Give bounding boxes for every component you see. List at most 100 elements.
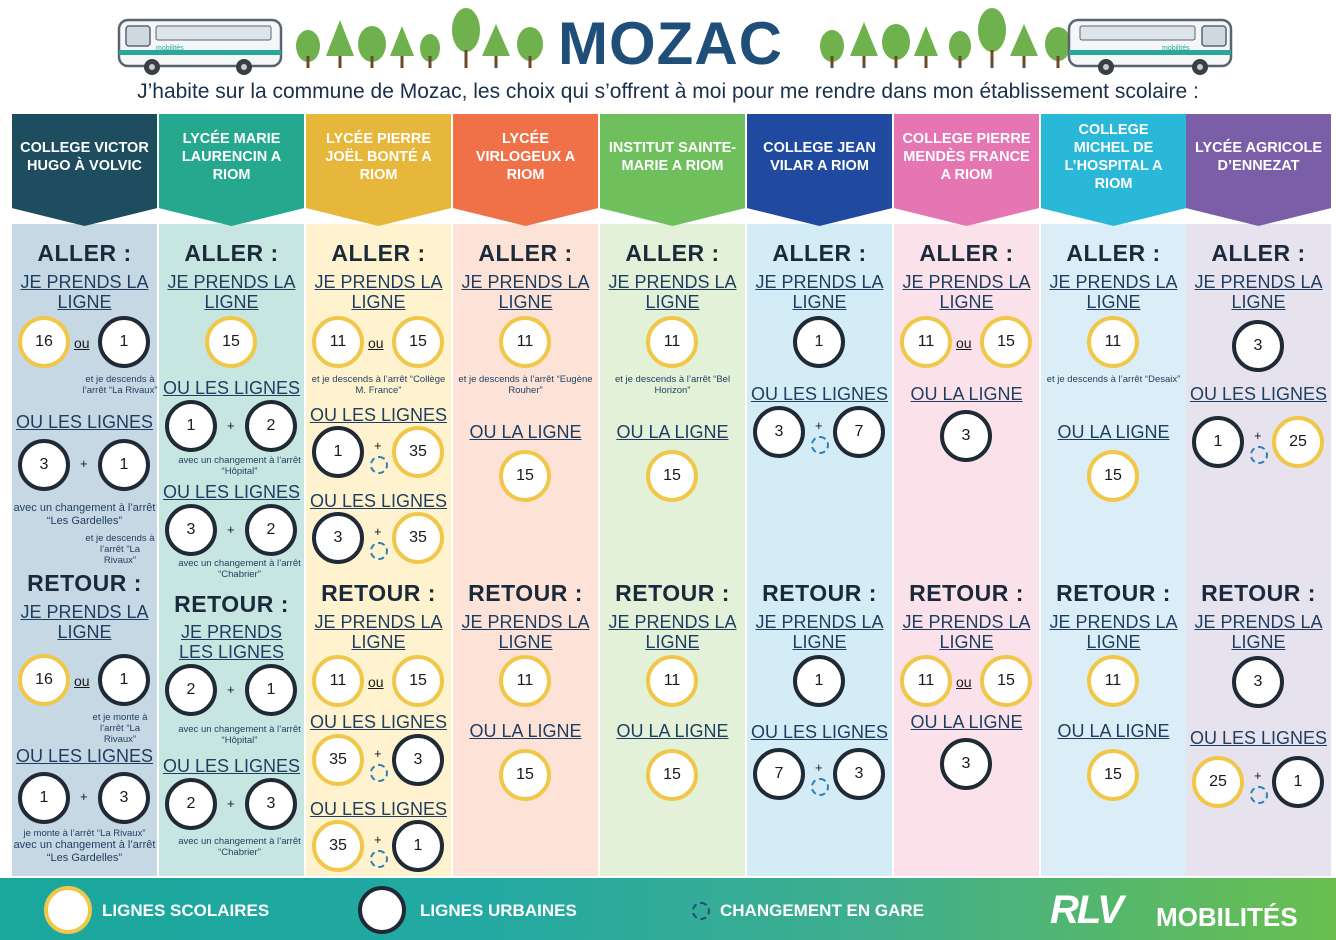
urban-line-badge: 3	[98, 772, 150, 824]
option-label: OU LES LIGNES	[15, 746, 154, 766]
option-label: OU LES LIGNES	[309, 712, 448, 732]
option-label: JE PRENDS LA LIGNE	[20, 602, 149, 642]
aller-heading: ALLER :	[184, 240, 279, 266]
school-line-legend-circle	[44, 886, 92, 934]
option-label: OU LES LIGNES	[750, 722, 889, 742]
option-label: OU LES LIGNES	[309, 799, 448, 819]
urban-line-badge: 3	[753, 406, 805, 458]
page-subtitle: J’habite sur la commune de Mozac, les ch…	[137, 80, 1199, 103]
plus-sign: +	[374, 746, 382, 761]
plus-sign: +	[815, 760, 823, 775]
school-line-badge: 11	[900, 655, 952, 707]
urban-line-badge: 3	[312, 512, 364, 564]
urban-line-badge: 3	[940, 410, 992, 462]
or-separator: ou	[368, 335, 384, 351]
option-label: JE PRENDS LA LIGNE	[314, 272, 443, 312]
option-label: JE PRENDS LA LIGNE	[755, 272, 884, 312]
aller-heading: ALLER :	[37, 240, 132, 266]
school-title: COLLEGE PIERRE MENDÈS FRANCE A RIOM	[894, 114, 1039, 226]
urban-line-badge: 1	[18, 772, 70, 824]
retour-heading: RETOUR :	[174, 591, 289, 617]
urban-line-badge: 1	[245, 664, 297, 716]
logo-sub: MOBILITÉS	[1156, 902, 1298, 932]
option-label: OU LA LIGNE	[616, 721, 729, 741]
option-label: OU LES LIGNES	[162, 482, 301, 502]
school-line-badge: 15	[980, 316, 1032, 368]
urban-line-badge: 1	[98, 654, 150, 706]
plus-sign: +	[227, 418, 235, 433]
option-label: JE PRENDS LA LIGNE	[1194, 612, 1323, 652]
urban-line-badge: 1	[98, 316, 150, 368]
school-line-badge: 11	[312, 316, 364, 368]
school-column: INSTITUT SAINTE-MARIE A RIOM ALLER : JE …	[600, 114, 745, 876]
plus-sign: +	[374, 832, 382, 847]
urban-line-badge: 3	[392, 734, 444, 786]
stop-note: et je descends à l’arrêt “La Rivaux”	[82, 374, 158, 396]
option-label: OU LES LIGNES	[162, 756, 301, 776]
stop-note: et je monte à l’arrêt “La Rivaux”	[92, 712, 148, 745]
school-line-badge: 15	[205, 316, 257, 368]
school-line-badge: 15	[646, 749, 698, 801]
urban-line-legend-circle	[358, 886, 406, 934]
aller-heading: ALLER :	[1066, 240, 1161, 266]
urban-line-badge: 3	[1232, 656, 1284, 708]
option-label: JE PRENDS LA LIGNE	[461, 272, 590, 312]
option-label: JE PRENDS LA LIGNE	[167, 272, 296, 312]
school-column: LYCÉE VIRLOGEUX A RIOM ALLER : JE PRENDS…	[453, 114, 598, 876]
school-line-badge: 15	[980, 655, 1032, 707]
option-label: OU LES LIGNES	[750, 384, 889, 404]
school-line-badge: 11	[1087, 316, 1139, 368]
legend-footer: LIGNES SCOLAIRES LIGNES URBAINES CHANGEM…	[0, 878, 1336, 940]
school-line-badge: 35	[312, 820, 364, 872]
trees-illustration-right	[820, 8, 1071, 68]
school-title: COLLEGE MICHEL DE L’HOSPITAL A RIOM	[1041, 114, 1186, 226]
plus-sign: +	[80, 456, 88, 471]
urban-line-badge: 1	[165, 400, 217, 452]
plus-sign: +	[1254, 768, 1262, 783]
school-line-badge: 15	[392, 655, 444, 707]
school-column: COLLEGE MICHEL DE L’HOSPITAL A RIOM ALLE…	[1041, 114, 1186, 876]
option-label: JE PRENDS LA LIGNE	[902, 612, 1031, 652]
or-separator: ou	[74, 335, 90, 351]
option-label: OU LES LIGNES	[162, 378, 301, 398]
option-label: JE PRENDS LA LIGNE	[902, 272, 1031, 312]
station-change-icon	[370, 542, 388, 560]
plus-sign: +	[227, 522, 235, 537]
option-label: JE PRENDS LA LIGNE	[1194, 272, 1323, 312]
school-line-badge: 11	[499, 316, 551, 368]
urban-line-legend-label: LIGNES URBAINES	[420, 901, 577, 920]
option-label: JE PRENDS LA LIGNE	[314, 612, 443, 652]
urban-line-badge: 2	[165, 664, 217, 716]
option-label: OU LA LIGNE	[469, 422, 582, 442]
urban-line-badge: 2	[245, 400, 297, 452]
urban-line-badge: 3	[18, 439, 70, 491]
option-label: JE PRENDS LA LIGNE	[1049, 272, 1178, 312]
station-change-legend-label: CHANGEMENT EN GARE	[720, 901, 925, 920]
option-label: JE PRENDS LA LIGNE	[461, 612, 590, 652]
option-label: OU LA LIGNE	[469, 721, 582, 741]
school-line-badge: 15	[1087, 450, 1139, 502]
school-column: COLLEGE JEAN VILAR A RIOM ALLER : JE PRE…	[747, 114, 892, 876]
school-title: LYCÉE PIERRE JOËL BONTÉ A RIOM	[306, 114, 451, 226]
bus-illustration-right: mobilités	[1067, 18, 1233, 75]
option-label: OU LES LIGNES	[1189, 728, 1328, 748]
station-change-icon	[1250, 786, 1268, 804]
retour-heading: RETOUR :	[27, 570, 142, 596]
station-change-icon	[370, 456, 388, 474]
station-change-icon	[811, 436, 829, 454]
option-label: JE PRENDS LA LIGNE	[1049, 612, 1178, 652]
stop-note: je monte à l’arrêt “La Rivaux”	[23, 828, 146, 839]
option-label: OU LA LIGNE	[616, 422, 729, 442]
school-line-badge: 11	[900, 316, 952, 368]
urban-line-badge: 2	[245, 504, 297, 556]
aller-heading: ALLER :	[478, 240, 573, 266]
school-line-badge: 15	[499, 450, 551, 502]
school-title: LYCÉE MARIE LAURENCIN A RIOM	[159, 114, 304, 226]
logo-main: RLV	[1050, 888, 1124, 932]
aller-heading: ALLER :	[1211, 240, 1306, 266]
station-change-icon	[692, 902, 710, 920]
urban-line-badge: 7	[753, 748, 805, 800]
retour-heading: RETOUR :	[762, 580, 877, 606]
change-note: avec un changement à l’arrêt “Chabrier”	[178, 558, 301, 580]
urban-line-badge: 3	[833, 748, 885, 800]
